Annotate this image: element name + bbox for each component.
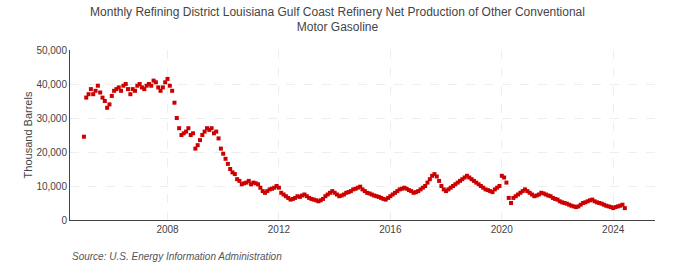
svg-text:2024: 2024 <box>602 224 625 235</box>
svg-text:2016: 2016 <box>379 224 402 235</box>
svg-text:30,000: 30,000 <box>36 113 67 124</box>
svg-text:10,000: 10,000 <box>36 181 67 192</box>
svg-text:50,000: 50,000 <box>36 45 67 56</box>
svg-text:2020: 2020 <box>491 224 514 235</box>
svg-text:Thousand Barrels: Thousand Barrels <box>22 91 34 178</box>
svg-text:2012: 2012 <box>268 224 291 235</box>
svg-text:0: 0 <box>61 215 67 226</box>
svg-text:Source: U.S. Energy Informatio: Source: U.S. Energy Information Administ… <box>72 251 282 262</box>
svg-text:Monthly Refining District Loui: Monthly Refining District Louisiana Gulf… <box>90 5 585 35</box>
svg-text:2008: 2008 <box>156 224 179 235</box>
svg-text:40,000: 40,000 <box>36 79 67 90</box>
svg-text:20,000: 20,000 <box>36 147 67 158</box>
